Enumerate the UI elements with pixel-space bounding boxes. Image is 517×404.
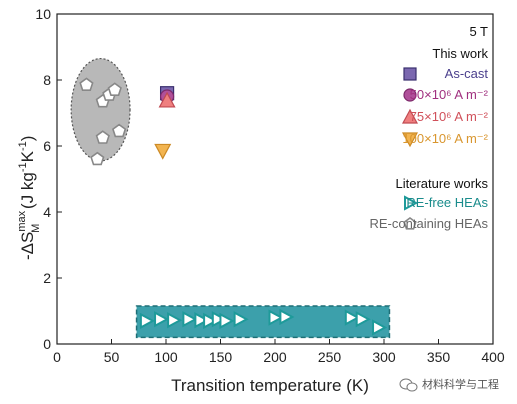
- y-axis-title-unit-open: (J kg: [18, 172, 37, 214]
- legend-marker: [401, 132, 419, 148]
- x-tick-label: 100: [154, 349, 178, 365]
- y-axis-title: -ΔSmax M (J kg-1K-1): [16, 136, 42, 260]
- wechat-icon: [399, 378, 418, 392]
- y-axis-title-prefix: -ΔS: [18, 232, 37, 260]
- x-tick-label: 0: [53, 349, 61, 365]
- data-point: [90, 151, 105, 166]
- y-axis-title-sub: M: [30, 224, 42, 233]
- y-tick-label: 2: [43, 270, 51, 286]
- data-point: [79, 77, 94, 92]
- data-point: [95, 130, 110, 144]
- axes: [56, 13, 494, 345]
- data-point: [372, 319, 388, 336]
- y-tick-labels: 0 2 4 6 8 10: [35, 6, 51, 352]
- data-point: [182, 311, 198, 328]
- legend-marker: [403, 217, 417, 230]
- x-tick-label: 400: [481, 349, 505, 365]
- data-point: [158, 91, 176, 108]
- data-point: [344, 309, 360, 326]
- legend-field-label: 5 T: [469, 24, 488, 39]
- y-axis-title-unit-close: ): [18, 136, 37, 142]
- data-point: [154, 143, 172, 160]
- legend-marker: [403, 88, 417, 102]
- legend-marker: [404, 195, 419, 211]
- y-axis-title-unit-mid: K: [18, 150, 37, 162]
- legend-label: RE-free HEAs: [406, 195, 488, 210]
- watermark: 材料科学与工程: [399, 377, 499, 392]
- x-tick-label: 300: [372, 349, 396, 365]
- legend-group2-title: Literature works: [396, 176, 489, 191]
- data-point: [279, 308, 295, 326]
- x-tick-label: 350: [427, 349, 451, 365]
- legend-label: 100×10⁶ A m⁻²: [402, 131, 488, 146]
- legend-label: As-cast: [445, 66, 489, 81]
- data-point: [107, 82, 122, 96]
- data-point: [211, 311, 227, 328]
- data-point: [233, 311, 249, 328]
- y-tick-label: 4: [43, 204, 51, 220]
- data-point: [203, 312, 219, 330]
- legend-label: 50×10⁶ A m⁻²: [410, 87, 489, 102]
- x-tick-label: 150: [209, 349, 233, 365]
- data-point: [268, 309, 284, 326]
- data-point: [219, 312, 235, 330]
- y-axis-title-unit-sup1: -1: [17, 162, 29, 172]
- x-tick-label: 200: [263, 349, 287, 365]
- data-point: [167, 312, 183, 329]
- x-axis-title: Transition temperature (K): [171, 376, 369, 395]
- y-axis-title-sup: max: [16, 210, 28, 231]
- legend-label: 75×10⁶ A m⁻²: [410, 109, 489, 124]
- legend-marker: [403, 67, 417, 81]
- legend: 5 T This work Literature works As-cast 50…: [370, 24, 489, 231]
- legend-label: RE-containing HEAs: [370, 216, 489, 231]
- y-tick-label: 0: [43, 336, 51, 352]
- shaded-regions: [70, 57, 391, 339]
- data-point: [154, 311, 170, 328]
- region-ellipse: [70, 57, 131, 162]
- watermark-text: 材料科学与工程: [422, 377, 499, 391]
- x-tick-label: 50: [104, 349, 120, 365]
- y-tick-label: 8: [43, 72, 51, 88]
- x-tick-label: 250: [318, 349, 342, 365]
- y-tick-label: 6: [43, 138, 51, 154]
- legend-group1-title: This work: [432, 46, 488, 61]
- data-point: [139, 312, 155, 330]
- data-point: [194, 312, 210, 329]
- x-tick-labels: 0 50 100 150 200 250 300 350 400: [53, 349, 505, 365]
- data-points: [79, 77, 388, 336]
- data-point: [355, 311, 371, 328]
- y-axis-title-unit-sup2: -1: [17, 141, 29, 151]
- y-tick-label: 10: [35, 6, 51, 22]
- data-point: [112, 123, 127, 138]
- legend-marker: [401, 108, 419, 124]
- legend-entries: As-cast 50×10⁶ A m⁻² 75×10⁶ A m⁻² 100×10⁶ A…: [370, 66, 489, 231]
